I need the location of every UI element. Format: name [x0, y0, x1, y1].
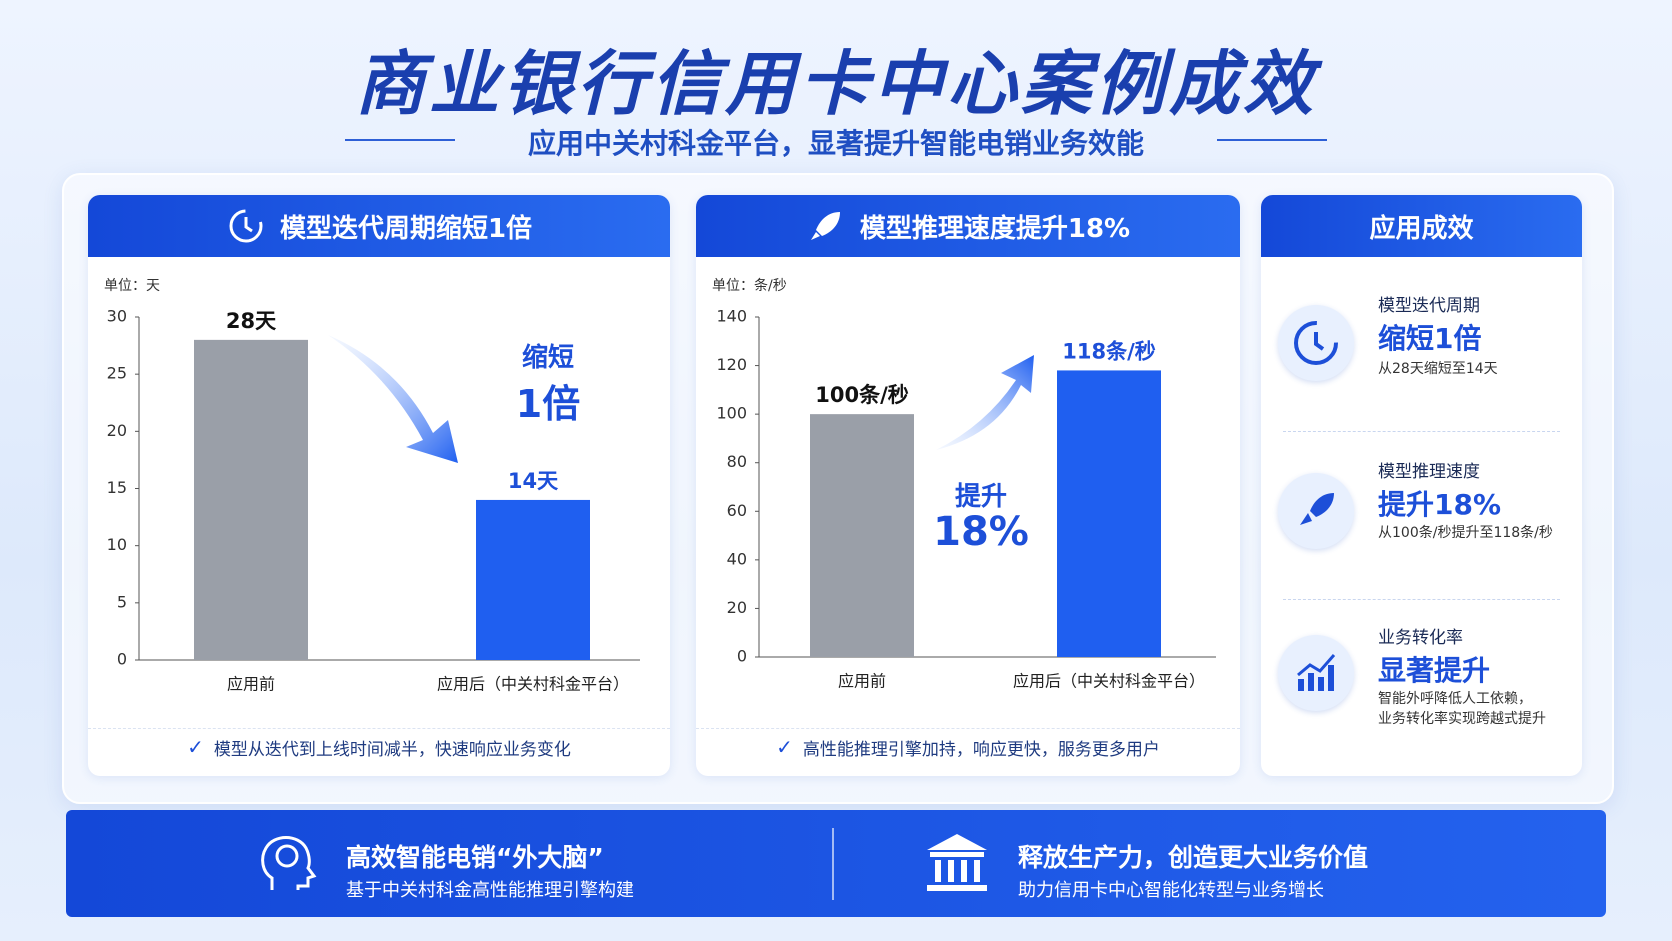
unit-label: 单位：天 — [104, 278, 160, 294]
result-highlight: 提升18% — [1378, 488, 1502, 521]
y-tick-label: 25 — [107, 364, 127, 383]
result-desc: 从100条/秒提升至118条/秒 — [1378, 525, 1553, 541]
result-item: 业务转化率 显著提升 智能外呼降低人工依赖， 业务转化率实现跨越式提升 — [1261, 613, 1582, 727]
note: ✓ 高性能推理引擎加持，响应更快，服务更多用户 — [696, 728, 1240, 765]
bar — [476, 499, 590, 660]
icon — [1278, 305, 1354, 381]
divider — [1217, 139, 1327, 141]
icon — [927, 834, 987, 891]
value-label: 14天 — [508, 469, 559, 493]
card-header: 模型迭代周期缩短1倍 — [88, 195, 670, 257]
divider — [1283, 599, 1560, 600]
unit-label: 单位：条/秒 — [712, 278, 787, 294]
title: 商业银行信用卡中心案例成效 — [355, 43, 1317, 125]
y-tick-label: 100 — [716, 404, 747, 423]
bar — [1057, 370, 1161, 657]
subtitle: 应用中关村科金平台，显著提升智能电销业务效能 — [527, 127, 1144, 160]
result-item: 模型推理速度 提升18% 从100条/秒提升至118条/秒 — [1261, 457, 1582, 567]
x-tick-label: 应用前 — [227, 675, 275, 694]
y-tick-label: 0 — [737, 647, 747, 666]
y-tick-label: 10 — [107, 535, 127, 554]
y-tick-label: 40 — [727, 549, 747, 568]
footer-title: 释放生产力，创造更大业务价值 — [1018, 843, 1369, 872]
icon — [261, 836, 317, 890]
note-text: 模型从迭代到上线时间减半，快速响应业务变化 — [213, 739, 571, 760]
result-label: 模型迭代周期 — [1378, 296, 1480, 316]
annotation-label: 缩短 — [521, 343, 574, 373]
value-label: 28天 — [226, 309, 277, 333]
icon — [810, 212, 840, 240]
y-tick-label: 0 — [117, 650, 127, 669]
arrow — [936, 355, 1034, 450]
bar — [194, 339, 308, 660]
chart-card: 模型迭代周期缩短1倍 单位：天 0 5 10 15 20 25 30 28天应用前 14天应用后… — [88, 195, 670, 776]
value-label: 100条/秒 — [815, 383, 909, 407]
annotation-value: 1倍 — [515, 382, 581, 426]
result-item: 模型迭代周期 缩短1倍 从28天缩短至14天 — [1261, 287, 1582, 397]
footer-title: 高效智能电销“外大脑” — [346, 843, 604, 872]
annotation-value: 18% — [933, 509, 1029, 555]
value-label: 118条/秒 — [1062, 339, 1156, 363]
result-label: 模型推理速度 — [1378, 462, 1480, 482]
x-tick-label: 应用后（中关村科金平台） — [437, 675, 629, 694]
results-card: 应用成效 模型迭代周期 缩短1倍 从28天缩短至14天 模型推理速度 提升18%… — [1261, 195, 1582, 776]
divider — [345, 139, 455, 141]
icon — [1278, 635, 1354, 711]
y-tick-label: 80 — [727, 452, 747, 471]
result-label: 业务转化率 — [1378, 628, 1463, 648]
card-title: 应用成效 — [1369, 213, 1474, 244]
y-tick-label: 15 — [107, 478, 127, 497]
chart-card: 模型推理速度提升18% 单位：条/秒 0 20 40 60 80 100 120 140 100… — [696, 195, 1240, 776]
divider — [832, 828, 834, 900]
card-title: 模型推理速度提升18% — [859, 213, 1131, 244]
y-tick-label: 120 — [716, 355, 747, 374]
icon — [1278, 473, 1354, 549]
y-tick-label: 30 — [107, 307, 127, 326]
result-desc: 智能外呼降低人工依赖， — [1378, 691, 1532, 707]
note-text: 高性能推理引擎加持，响应更快，服务更多用户 — [802, 739, 1160, 760]
x-tick-label: 应用前 — [838, 672, 886, 691]
result-highlight: 显著提升 — [1378, 654, 1491, 687]
result-desc: 业务转化率实现跨越式提升 — [1378, 711, 1546, 727]
result-desc: 从28天缩短至14天 — [1378, 361, 1498, 377]
result-highlight: 缩短1倍 — [1378, 322, 1482, 355]
note: ✓ 模型从迭代到上线时间减半，快速响应业务变化 — [88, 728, 670, 765]
bar — [810, 414, 914, 657]
footer-subtitle: 助力信用卡中心智能化转型与业务增长 — [1018, 880, 1324, 901]
card-header: 模型推理速度提升18% — [696, 195, 1240, 257]
y-tick-label: 140 — [716, 307, 747, 326]
y-tick-label: 60 — [727, 501, 747, 520]
y-tick-label: 20 — [107, 421, 127, 440]
footer: 高效智能电销“外大脑” 基于中关村科金高性能推理引擎构建 释放生产力，创造更大业… — [66, 810, 1606, 917]
card-header: 应用成效 — [1261, 195, 1582, 257]
card-title: 模型迭代周期缩短1倍 — [279, 213, 533, 244]
divider — [1283, 431, 1560, 432]
icon — [229, 209, 263, 243]
y-tick-label: 20 — [727, 598, 747, 617]
annotation-label: 提升 — [954, 482, 1007, 512]
arrow — [328, 335, 458, 463]
footer-subtitle: 基于中关村科金高性能推理引擎构建 — [346, 880, 634, 901]
x-tick-label: 应用后（中关村科金平台） — [1013, 672, 1205, 691]
y-tick-label: 5 — [117, 592, 127, 611]
